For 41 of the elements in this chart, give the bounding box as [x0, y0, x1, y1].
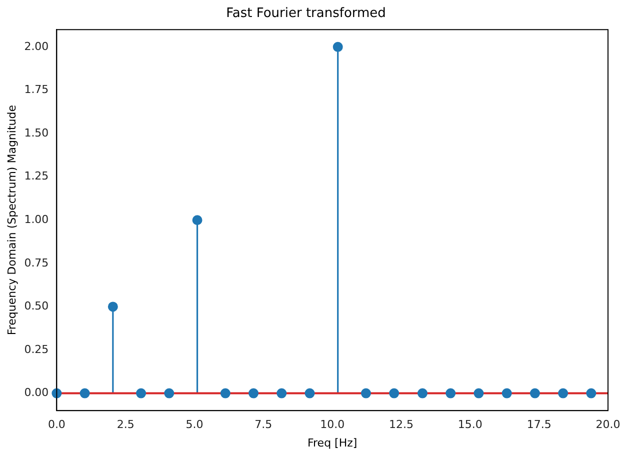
point	[332, 42, 343, 52]
point	[52, 388, 62, 398]
point	[474, 388, 484, 398]
y-tick-label: 0.00	[24, 386, 49, 400]
point	[164, 388, 174, 398]
y-tick-label: 1.75	[24, 83, 49, 96]
y-tick-label: 1.25	[24, 170, 49, 183]
chart-title: Fast Fourier transformed	[226, 6, 386, 22]
y-tick-label: 1.00	[24, 212, 49, 226]
point	[304, 388, 315, 398]
point	[80, 388, 90, 398]
x-tick-label: 0.0	[48, 418, 66, 432]
point	[417, 388, 428, 398]
point	[360, 388, 371, 398]
point	[558, 388, 568, 398]
point	[530, 388, 540, 398]
point	[586, 388, 596, 398]
y-tick-label: 0.50	[24, 300, 49, 313]
x-tick-label: 20.0	[596, 418, 620, 432]
point	[248, 388, 259, 398]
x-tick-label: 5.0	[186, 418, 204, 432]
point	[136, 388, 146, 398]
x-tick-label: 7.5	[254, 418, 272, 432]
y-tick-label: 0.75	[24, 256, 49, 270]
x-axis-title: Freq [Hz]	[308, 436, 358, 450]
y-axis-title: Frequency Domain (Spectrum) Magnitude	[5, 104, 18, 336]
y-tick-label: 1.50	[24, 126, 49, 140]
x-tick-label: 10.0	[320, 418, 345, 432]
point	[192, 215, 202, 226]
y-tick-label: 2.00	[24, 40, 49, 53]
point	[389, 388, 400, 398]
x-tick-label: 2.5	[116, 418, 134, 432]
point	[276, 388, 287, 398]
x-tick-label: 12.5	[389, 418, 414, 432]
x-tick-label: 17.5	[526, 418, 552, 432]
point	[502, 388, 512, 398]
x-tick-label: 15.0	[458, 418, 482, 432]
y-tick-label: 0.25	[24, 342, 49, 356]
point	[220, 388, 230, 398]
point	[108, 302, 118, 312]
point	[446, 388, 456, 398]
